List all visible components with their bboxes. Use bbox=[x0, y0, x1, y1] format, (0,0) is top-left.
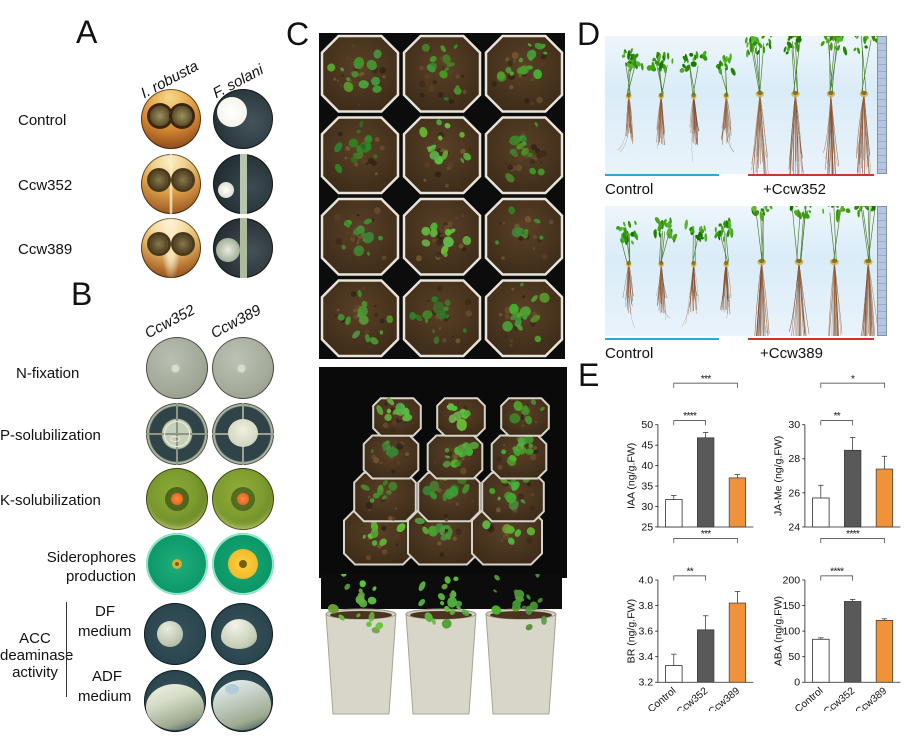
svg-text:3.4: 3.4 bbox=[638, 651, 653, 663]
svg-text:40: 40 bbox=[641, 460, 653, 472]
svg-text:ABA (ng/g.FW): ABA (ng/g.FW) bbox=[773, 596, 785, 666]
svg-text:45: 45 bbox=[641, 440, 653, 452]
svg-text:Ccw352: Ccw352 bbox=[822, 685, 858, 711]
svg-text:150: 150 bbox=[783, 600, 801, 612]
svg-text:****: **** bbox=[683, 411, 697, 422]
svg-text:4.0: 4.0 bbox=[638, 574, 653, 586]
svg-text:**: ** bbox=[686, 567, 693, 578]
svg-text:28: 28 bbox=[788, 453, 800, 465]
svg-text:Ccw352: Ccw352 bbox=[675, 685, 711, 711]
svg-text:3.2: 3.2 bbox=[638, 677, 653, 689]
svg-text:0: 0 bbox=[794, 677, 800, 689]
svg-text:100: 100 bbox=[783, 626, 801, 638]
svg-text:Ccw389: Ccw389 bbox=[854, 685, 890, 711]
svg-text:35: 35 bbox=[641, 480, 653, 492]
svg-text:***: *** bbox=[701, 374, 712, 385]
svg-text:3.8: 3.8 bbox=[638, 600, 653, 612]
svg-text:**: ** bbox=[833, 411, 840, 422]
svg-text:50: 50 bbox=[788, 651, 800, 663]
svg-text:****: **** bbox=[846, 529, 860, 540]
svg-text:JA-Me (ng/g.FW): JA-Me (ng/g.FW) bbox=[773, 436, 785, 516]
svg-text:****: **** bbox=[830, 567, 844, 578]
svg-text:200: 200 bbox=[783, 574, 801, 586]
svg-text:Control: Control bbox=[646, 686, 678, 711]
svg-text:30: 30 bbox=[788, 419, 800, 431]
svg-text:3.6: 3.6 bbox=[638, 626, 653, 638]
svg-text:30: 30 bbox=[641, 501, 653, 513]
svg-text:26: 26 bbox=[788, 487, 800, 499]
svg-text:***: *** bbox=[701, 529, 712, 540]
svg-text:IAA (ng/g.FW): IAA (ng/g.FW) bbox=[626, 443, 638, 509]
svg-text:BR (ng/g.FW): BR (ng/g.FW) bbox=[626, 599, 638, 663]
svg-text:Ccw389: Ccw389 bbox=[707, 685, 743, 711]
svg-text:Control: Control bbox=[793, 686, 825, 711]
svg-text:50: 50 bbox=[641, 419, 653, 431]
